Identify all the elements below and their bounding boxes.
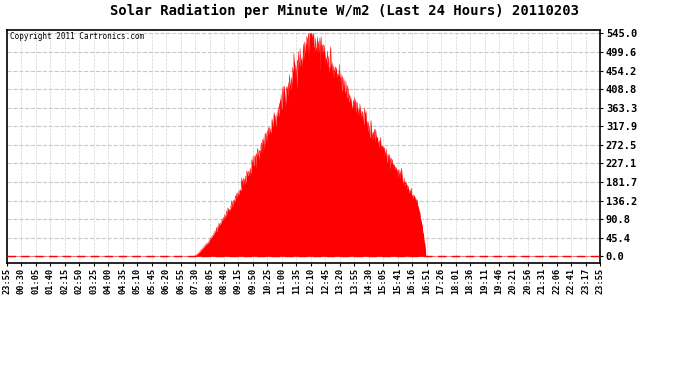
Text: Solar Radiation per Minute W/m2 (Last 24 Hours) 20110203: Solar Radiation per Minute W/m2 (Last 24… [110,4,580,18]
Text: Copyright 2011 Cartronics.com: Copyright 2011 Cartronics.com [10,32,144,41]
